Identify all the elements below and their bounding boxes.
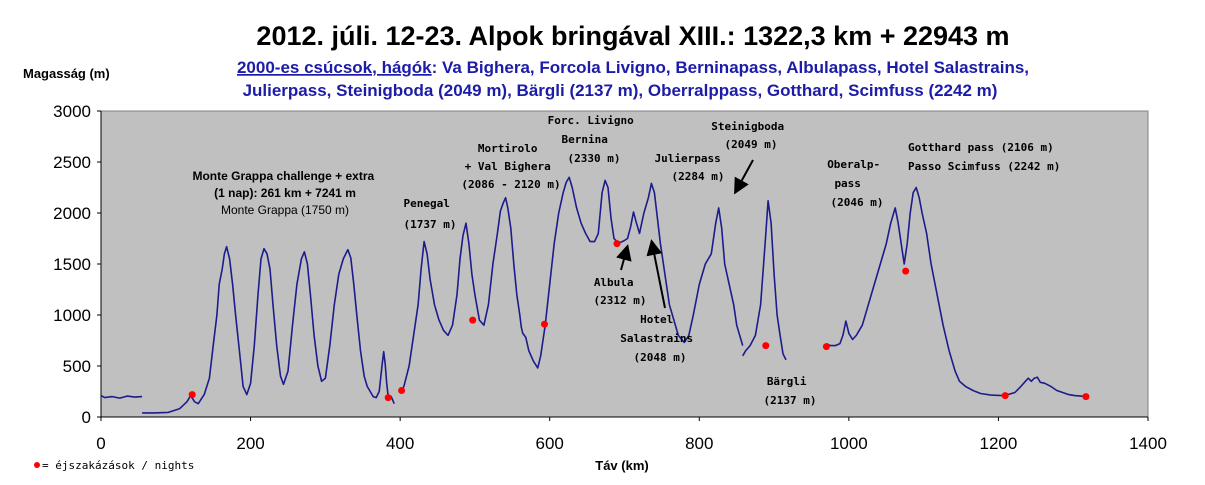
y-tick-label: 500 (63, 357, 91, 376)
night-marker (398, 387, 406, 394)
night-marker (384, 394, 392, 402)
arrow-salastrains (646, 239, 666, 309)
annotation-line: Gotthard pass (2106 m) (908, 141, 1054, 154)
annotation-line: (2312 m) (594, 294, 647, 307)
y-axis-ticks: 0 500 1000 1500 2000 2500 3000 (53, 102, 101, 427)
night-marker (1082, 393, 1090, 401)
elevation-line-segment (399, 176, 744, 393)
elevation-line-segment (742, 200, 787, 361)
night-marker (469, 316, 477, 324)
annotation-bargli: Bärgli (2137 m) (764, 375, 817, 407)
x-tick-label: 400 (386, 434, 414, 453)
x-axis-title: Táv (km) (595, 458, 648, 473)
night-marker (902, 267, 910, 275)
y-tick-label: 2000 (53, 204, 91, 223)
annotation-monte-grappa: Monte Grappa (1750 m) (221, 203, 349, 217)
annotation-steinigboda: Steinigboda (2049 m) (711, 120, 790, 151)
annotation-line: Passo Scimfuss (2242 m) (908, 160, 1060, 173)
annotation-salastrains: Hotel Salastrains (2048 m) (620, 313, 699, 364)
elevation-series (100, 176, 1087, 414)
night-marker (762, 342, 770, 350)
chart-title: 2012. júli. 12-23. Alpok bringával XIII.… (256, 21, 1009, 51)
annotation-line: (2048 m) (634, 351, 687, 364)
night-marker (1001, 392, 1009, 400)
annotation-line: pass (834, 177, 861, 190)
annotation-line: Salastrains (620, 332, 693, 345)
annotation-line: (2284 m) (672, 170, 725, 183)
annotation-line: Forc. Livigno (548, 114, 634, 127)
x-axis-ticks: 0 200 400 600 800 1000 1200 1400 (96, 417, 1167, 453)
annotation-line: Hotel (640, 313, 673, 326)
chart-subtitle-line2: Julierpass, Steinigboda (2049 m), Bärgli… (243, 81, 998, 100)
annotation-line: (2046 m) (831, 196, 884, 209)
arrow-steinigboda (734, 159, 754, 195)
annotation-line: Monte Grappa challenge + extra (192, 169, 374, 183)
annotation-line: Oberalp- (827, 158, 880, 171)
legend-text: = éjszakázások / nights (42, 459, 194, 472)
annotation-julierpass: Julierpass (2284 m) (655, 152, 728, 183)
night-marker (822, 343, 830, 351)
arrow-albula (616, 244, 632, 271)
y-tick-label: 2500 (53, 153, 91, 172)
annotation-gotthard: Gotthard pass (2106 m) Passo Scimfuss (2… (908, 141, 1060, 173)
y-tick-label: 3000 (53, 102, 91, 121)
x-tick-label: 200 (236, 434, 264, 453)
annotation-oberalp: Oberalp- pass (2046 m) (827, 158, 887, 209)
night-marker (188, 391, 196, 399)
annotation-line: (2086 - 2120 m) (461, 178, 560, 191)
annotation-line: (2137 m) (764, 394, 817, 407)
night-marker (541, 320, 548, 328)
y-tick-label: 1500 (53, 255, 91, 274)
x-tick-label: 1400 (1129, 434, 1167, 453)
annotation-line: Albula (594, 276, 634, 289)
chart-subtitle-line1: 2000-es csúcsok, hágók: Va Bighera, Forc… (237, 58, 1029, 77)
annotation-penegal: Penegal (1737 m) (404, 197, 457, 231)
annotation-albula: Albula (2312 m) (594, 276, 647, 307)
y-axis-title: Magasság (m) (23, 66, 110, 81)
x-tick-label: 0 (96, 434, 105, 453)
annotation-line: Bärgli (767, 375, 807, 388)
elevation-line-segment (142, 245, 395, 414)
y-tick-label: 0 (82, 408, 91, 427)
night-marker (613, 240, 621, 248)
annotation-line: (2330 m) (568, 152, 621, 165)
x-tick-label: 1200 (980, 434, 1018, 453)
legend-night-marker (34, 462, 40, 468)
y-tick-label: 1000 (53, 306, 91, 325)
annotation-monte-grappa-challenge: Monte Grappa challenge + extra (1 nap): … (192, 169, 377, 200)
subtitle-rest: : Va Bighera, Forcola Livigno, Berninapa… (432, 58, 1029, 77)
night-markers (188, 240, 1090, 402)
annotation-line: Julierpass (655, 152, 721, 165)
annotation-line: Bernina (562, 133, 608, 146)
elevation-line-segment (826, 186, 1087, 398)
annotation-line: (1737 m) (404, 218, 457, 231)
annotation-line: (1 nap): 261 km + 7241 m (214, 186, 356, 200)
annotation-line: Penegal (404, 197, 450, 210)
elevation-line-segment (100, 394, 143, 399)
annotation-line: (2049 m) (725, 138, 778, 151)
annotation-line: Steinigboda (711, 120, 784, 133)
annotation-line: Mortirolo (478, 142, 538, 155)
annotation-livigno-bernina: Forc. Livigno Bernina (2330 m) (548, 114, 641, 165)
plot-area (100, 110, 1149, 418)
x-tick-label: 600 (536, 434, 564, 453)
annotation-line: + Val Bighera (465, 160, 551, 173)
x-tick-label: 800 (685, 434, 713, 453)
subtitle-link[interactable]: 2000-es csúcsok, hágók (237, 58, 432, 77)
annotation-mortirolo: Mortirolo + Val Bighera (2086 - 2120 m) (461, 142, 560, 191)
x-tick-label: 1000 (830, 434, 868, 453)
